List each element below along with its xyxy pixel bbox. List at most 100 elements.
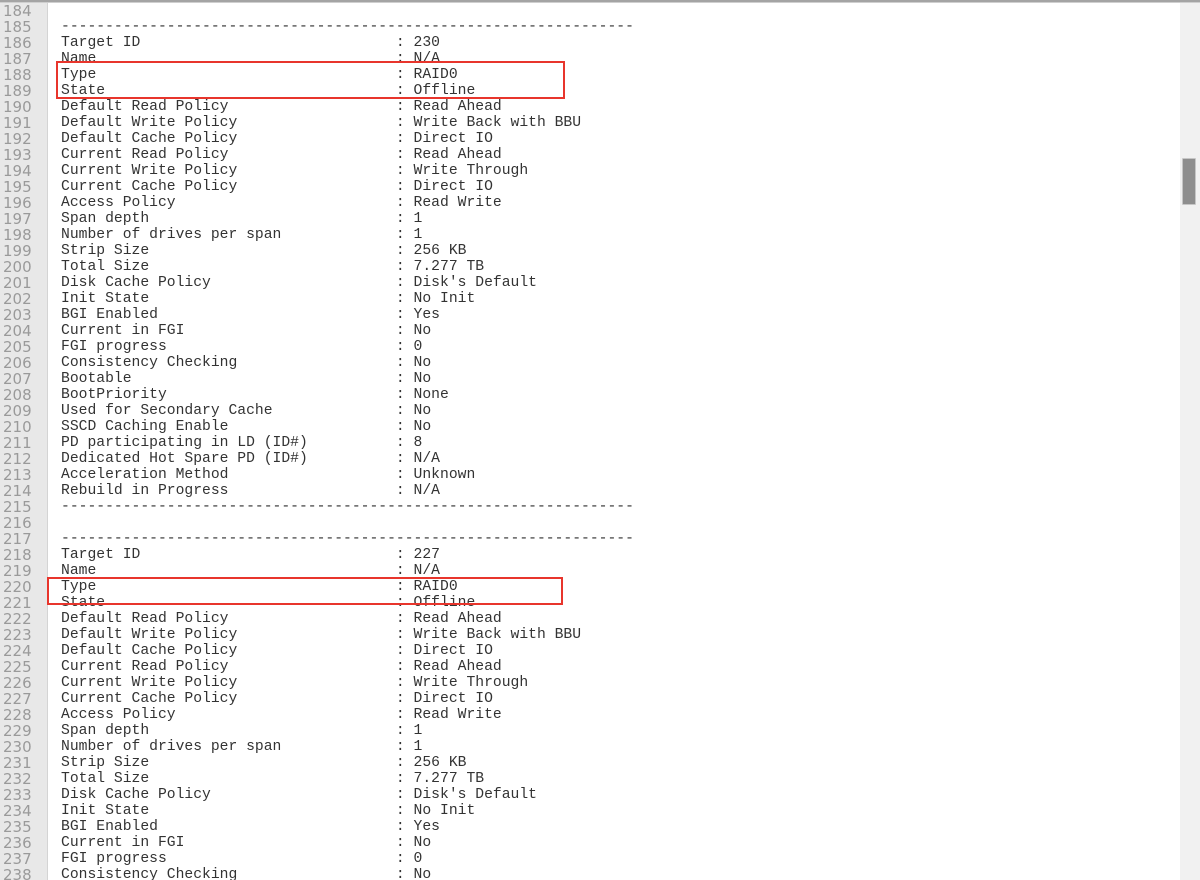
line-number: 201 bbox=[3, 274, 32, 292]
log-line: BGI Enabled : Yes bbox=[61, 819, 440, 835]
line-number: 199 bbox=[3, 242, 32, 260]
log-line: Number of drives per span : 1 bbox=[61, 227, 423, 243]
log-line: Default Write Policy : Write Back with B… bbox=[61, 627, 582, 643]
line-number: 223 bbox=[3, 626, 32, 644]
line-number: 227 bbox=[3, 690, 32, 708]
line-number: 237 bbox=[3, 850, 32, 868]
line-number: 210 bbox=[3, 418, 32, 436]
log-line: Number of drives per span : 1 bbox=[61, 739, 423, 755]
line-number: 222 bbox=[3, 610, 32, 628]
log-line: BGI Enabled : Yes bbox=[61, 307, 440, 323]
log-line: Type : RAID0 bbox=[61, 579, 458, 595]
log-line: Rebuild in Progress : N/A bbox=[61, 483, 440, 499]
log-line: Current in FGI : No bbox=[61, 323, 432, 339]
log-line: ----------------------------------------… bbox=[61, 531, 634, 547]
line-number: 209 bbox=[3, 402, 32, 420]
log-line: State : Offline bbox=[61, 83, 476, 99]
line-number: 198 bbox=[3, 226, 32, 244]
line-number: 234 bbox=[3, 802, 32, 820]
line-number: 195 bbox=[3, 178, 32, 196]
line-number: 192 bbox=[3, 130, 32, 148]
line-number: 216 bbox=[3, 514, 32, 532]
log-line: Acceleration Method : Unknown bbox=[61, 467, 476, 483]
log-line: Bootable : No bbox=[61, 371, 432, 387]
line-number: 203 bbox=[3, 306, 32, 324]
line-number: 212 bbox=[3, 450, 32, 468]
log-line: SSCD Caching Enable : No bbox=[61, 419, 432, 435]
annotation-box-type-state-1 bbox=[56, 61, 565, 99]
line-number: 231 bbox=[3, 754, 32, 772]
line-number: 217 bbox=[3, 530, 32, 548]
line-number: 218 bbox=[3, 546, 32, 564]
log-line: Target ID : 227 bbox=[61, 547, 440, 563]
annotation-box-type-state-2 bbox=[47, 577, 563, 605]
log-line: ----------------------------------------… bbox=[61, 499, 634, 515]
log-line: Total Size : 7.277 TB bbox=[61, 771, 485, 787]
line-number: 187 bbox=[3, 50, 32, 68]
window-top-border bbox=[0, 0, 1200, 3]
log-line: Current Cache Policy : Direct IO bbox=[61, 691, 493, 707]
log-line: Used for Secondary Cache : No bbox=[61, 403, 432, 419]
log-line: Total Size : 7.277 TB bbox=[61, 259, 485, 275]
log-line: Name : N/A bbox=[61, 51, 440, 67]
log-line: ----------------------------------------… bbox=[61, 19, 634, 35]
log-line: Strip Size : 256 KB bbox=[61, 243, 467, 259]
log-line: Current Cache Policy : Direct IO bbox=[61, 179, 493, 195]
line-number: 228 bbox=[3, 706, 32, 724]
log-line: Span depth : 1 bbox=[61, 211, 423, 227]
line-number: 190 bbox=[3, 98, 32, 116]
line-number: 184 bbox=[3, 2, 32, 20]
log-content[interactable]: ----------------------------------------… bbox=[49, 3, 1192, 880]
log-line: FGI progress : 0 bbox=[61, 851, 423, 867]
line-number: 202 bbox=[3, 290, 32, 308]
log-line: Access Policy : Read Write bbox=[61, 707, 502, 723]
line-number: 211 bbox=[3, 434, 32, 452]
log-line: FGI progress : 0 bbox=[61, 339, 423, 355]
log-line: BootPriority : None bbox=[61, 387, 449, 403]
line-number: 229 bbox=[3, 722, 32, 740]
line-number: 235 bbox=[3, 818, 32, 836]
line-number: 189 bbox=[3, 82, 32, 100]
line-number: 221 bbox=[3, 594, 32, 612]
line-number: 188 bbox=[3, 66, 32, 84]
line-number: 185 bbox=[3, 18, 32, 36]
line-number-gutter: 184 185 186 187 188 189 190 191 192 193 194 195 196 1… bbox=[0, 3, 48, 880]
log-line: Disk Cache Policy : Disk's Default bbox=[61, 275, 537, 291]
line-number: 194 bbox=[3, 162, 32, 180]
log-line: Default Cache Policy : Direct IO bbox=[61, 643, 493, 659]
line-number: 186 bbox=[3, 34, 32, 52]
log-line: Current Read Policy : Read Ahead bbox=[61, 659, 502, 675]
line-number: 197 bbox=[3, 210, 32, 228]
line-number: 193 bbox=[3, 146, 32, 164]
log-line: Consistency Checking : No bbox=[61, 867, 432, 880]
line-number: 206 bbox=[3, 354, 32, 372]
line-number: 204 bbox=[3, 322, 32, 340]
line-number: 191 bbox=[3, 114, 32, 132]
vertical-scrollbar[interactable] bbox=[1180, 3, 1200, 880]
log-line: Disk Cache Policy : Disk's Default bbox=[61, 787, 537, 803]
log-line: Default Read Policy : Read Ahead bbox=[61, 611, 502, 627]
log-line: Default Cache Policy : Direct IO bbox=[61, 131, 493, 147]
line-number: 232 bbox=[3, 770, 32, 788]
log-line: Target ID : 230 bbox=[61, 35, 440, 51]
line-number: 219 bbox=[3, 562, 32, 580]
log-line: Span depth : 1 bbox=[61, 723, 423, 739]
log-line: Name : N/A bbox=[61, 563, 440, 579]
line-number: 214 bbox=[3, 482, 32, 500]
log-line: Strip Size : 256 KB bbox=[61, 755, 467, 771]
scrollbar-thumb[interactable] bbox=[1182, 158, 1196, 205]
line-number: 226 bbox=[3, 674, 32, 692]
log-line bbox=[61, 515, 1192, 531]
log-line: Init State : No Init bbox=[61, 803, 476, 819]
line-number: 196 bbox=[3, 194, 32, 212]
log-line: Dedicated Hot Spare PD (ID#) : N/A bbox=[61, 451, 440, 467]
log-line: Init State : No Init bbox=[61, 291, 476, 307]
log-line: Consistency Checking : No bbox=[61, 355, 432, 371]
line-number: 207 bbox=[3, 370, 32, 388]
log-line: PD participating in LD (ID#) : 8 bbox=[61, 435, 423, 451]
log-line bbox=[61, 3, 1192, 19]
log-line: Default Write Policy : Write Back with B… bbox=[61, 115, 582, 131]
log-line: Current in FGI : No bbox=[61, 835, 432, 851]
line-number: 236 bbox=[3, 834, 32, 852]
